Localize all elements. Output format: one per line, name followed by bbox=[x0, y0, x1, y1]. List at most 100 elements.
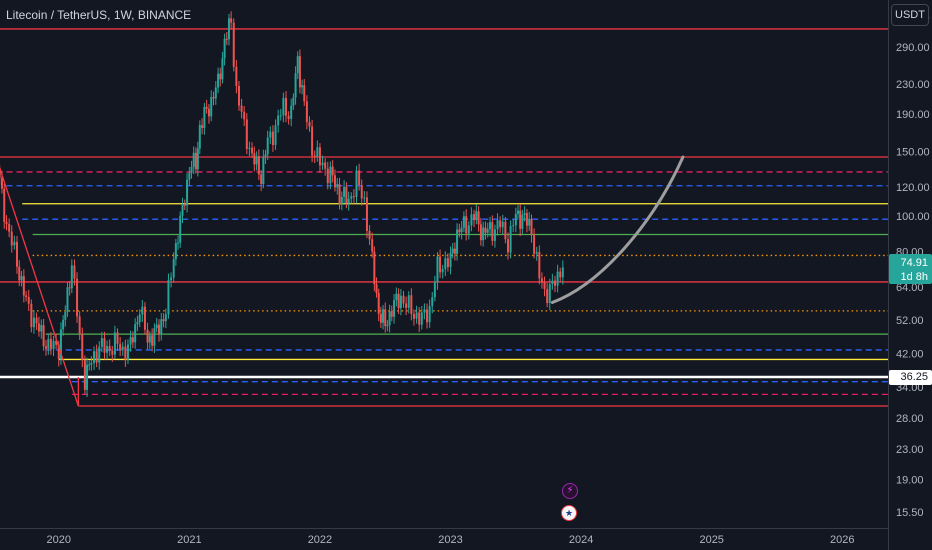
price-tick-label: 28.00 bbox=[896, 413, 924, 425]
candle-body bbox=[504, 221, 507, 240]
candle-body bbox=[183, 204, 186, 206]
candle-body bbox=[207, 108, 210, 117]
candle-body bbox=[458, 229, 461, 233]
candle-body bbox=[305, 101, 308, 122]
candle-body bbox=[30, 303, 33, 328]
candle-body bbox=[368, 230, 371, 240]
candle-body bbox=[292, 97, 295, 106]
candle-body bbox=[214, 87, 217, 99]
candle-body bbox=[70, 265, 73, 289]
candle-body bbox=[426, 309, 429, 323]
candle-body bbox=[174, 243, 177, 260]
candle-body bbox=[284, 97, 287, 116]
candle-body bbox=[181, 204, 184, 216]
candle-body bbox=[326, 168, 329, 184]
candle-body bbox=[523, 213, 526, 215]
candle-body bbox=[167, 280, 170, 315]
candle-body bbox=[260, 174, 263, 184]
candle-body bbox=[27, 296, 30, 304]
candle-body bbox=[338, 184, 341, 204]
candle-body bbox=[382, 309, 385, 323]
candle-body bbox=[528, 218, 531, 226]
candle-body bbox=[375, 284, 378, 293]
candle-body bbox=[279, 115, 282, 117]
candle-body bbox=[365, 197, 368, 231]
candle-body bbox=[350, 196, 353, 199]
candle-body bbox=[32, 317, 35, 328]
candle-body bbox=[436, 256, 439, 283]
candle-body bbox=[397, 293, 400, 309]
candle-body bbox=[543, 282, 546, 290]
candle-body bbox=[153, 328, 156, 346]
candle-body bbox=[517, 210, 519, 214]
candle-body bbox=[360, 184, 363, 199]
candle-body bbox=[170, 277, 173, 281]
candle-body bbox=[336, 184, 339, 188]
candle-body bbox=[59, 329, 62, 360]
candle-body bbox=[444, 258, 447, 270]
candle-body bbox=[493, 229, 496, 241]
candle-body bbox=[131, 337, 134, 343]
candle-body bbox=[90, 362, 93, 365]
candle-body bbox=[415, 312, 418, 319]
candle-body bbox=[93, 351, 96, 363]
candle-body bbox=[198, 125, 201, 149]
candle-body bbox=[95, 351, 98, 363]
candle-body bbox=[318, 147, 321, 166]
candle-body bbox=[431, 297, 434, 307]
candle-body bbox=[40, 325, 43, 332]
candle-body bbox=[428, 306, 431, 323]
us-flag-icon[interactable]: ★ bbox=[561, 505, 577, 521]
candle-body bbox=[412, 313, 415, 319]
candle-body bbox=[186, 179, 189, 206]
candle-body bbox=[203, 106, 206, 128]
candle-body bbox=[554, 280, 556, 286]
candle-body bbox=[151, 335, 154, 346]
time-tick-label: 2023 bbox=[438, 534, 462, 546]
candle-body bbox=[420, 312, 423, 325]
candle-body bbox=[405, 303, 408, 308]
candle-body bbox=[475, 211, 478, 220]
candle-body bbox=[331, 166, 334, 176]
candle-body bbox=[509, 225, 512, 253]
currency-button[interactable]: USDT bbox=[891, 4, 929, 26]
candle-body bbox=[62, 319, 65, 330]
candle-body bbox=[433, 282, 436, 298]
candle-body bbox=[506, 239, 509, 253]
candle-body bbox=[386, 325, 389, 327]
symbol-title[interactable]: Litecoin / TetherUS, 1W, BINANCE bbox=[6, 8, 192, 22]
candle-body bbox=[551, 280, 554, 285]
candle-body bbox=[540, 278, 543, 283]
candle-body bbox=[251, 147, 254, 154]
candle-body bbox=[561, 267, 564, 278]
candle-body bbox=[308, 121, 311, 127]
candle-body bbox=[227, 18, 230, 40]
candle-body bbox=[5, 221, 8, 224]
candle-body bbox=[418, 312, 421, 325]
candle-body bbox=[196, 148, 199, 170]
candle-body bbox=[111, 350, 114, 355]
candle-body bbox=[266, 137, 269, 155]
candle-body bbox=[470, 214, 473, 226]
candle-body bbox=[52, 340, 55, 350]
candle-body bbox=[402, 295, 405, 304]
candle-body bbox=[223, 38, 226, 59]
candle-body bbox=[343, 186, 346, 197]
price-tick-label: 64.00 bbox=[896, 282, 924, 294]
price-tick-label: 190.00 bbox=[896, 109, 930, 121]
candle-body bbox=[35, 317, 38, 324]
price-axis[interactable]: 350.00290.00230.00190.00150.00120.00100.… bbox=[896, 12, 930, 519]
lightning-icon[interactable]: ⚡ bbox=[562, 483, 578, 499]
candle-body bbox=[73, 265, 76, 279]
time-axis[interactable]: 2020 2021 2022 2023 2024 2025 2026 bbox=[47, 534, 855, 546]
candle-body bbox=[164, 314, 167, 322]
candle-body bbox=[423, 309, 426, 313]
candle-body bbox=[47, 338, 50, 349]
candle-body bbox=[453, 248, 456, 254]
candle-body bbox=[103, 338, 106, 353]
candle-body bbox=[533, 235, 536, 254]
candle-body bbox=[316, 147, 319, 157]
candle-body bbox=[18, 266, 21, 281]
